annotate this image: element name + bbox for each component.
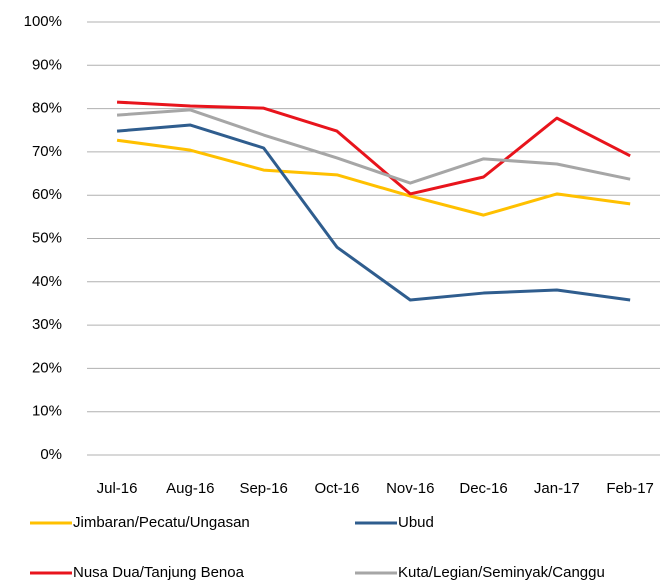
y-tick-label: 0% (40, 446, 62, 463)
x-tick-label: Oct-16 (314, 480, 359, 497)
y-tick-label: 20% (32, 359, 62, 376)
legend-label: Jimbaran/Pecatu/Ungasan (73, 514, 250, 531)
y-tick-label: 10% (32, 403, 62, 420)
legend-label: Ubud (398, 514, 434, 531)
y-tick-label: 50% (32, 229, 62, 246)
y-tick-label: 60% (32, 186, 62, 203)
y-tick-label: 40% (32, 273, 62, 290)
x-tick-label: Sep-16 (239, 480, 287, 497)
y-tick-label: 70% (32, 143, 62, 160)
x-tick-label: Jan-17 (534, 480, 580, 497)
x-tick-label: Nov-16 (386, 480, 434, 497)
x-tick-label: Dec-16 (459, 480, 507, 497)
y-tick-label: 90% (32, 56, 62, 73)
x-tick-label: Feb-17 (606, 480, 654, 497)
x-tick-label: Aug-16 (166, 480, 214, 497)
legend-label: Kuta/Legian/Seminyak/Canggu (398, 564, 605, 581)
y-tick-label: 80% (32, 100, 62, 117)
series-line (116, 138, 631, 217)
series-line (116, 108, 631, 185)
y-tick-label: 100% (24, 13, 62, 30)
series-line (116, 123, 631, 302)
legend-label: Nusa Dua/Tanjung Benoa (73, 564, 245, 581)
series-line (116, 100, 631, 196)
y-tick-label: 30% (32, 316, 62, 333)
x-tick-label: Jul-16 (97, 480, 138, 497)
